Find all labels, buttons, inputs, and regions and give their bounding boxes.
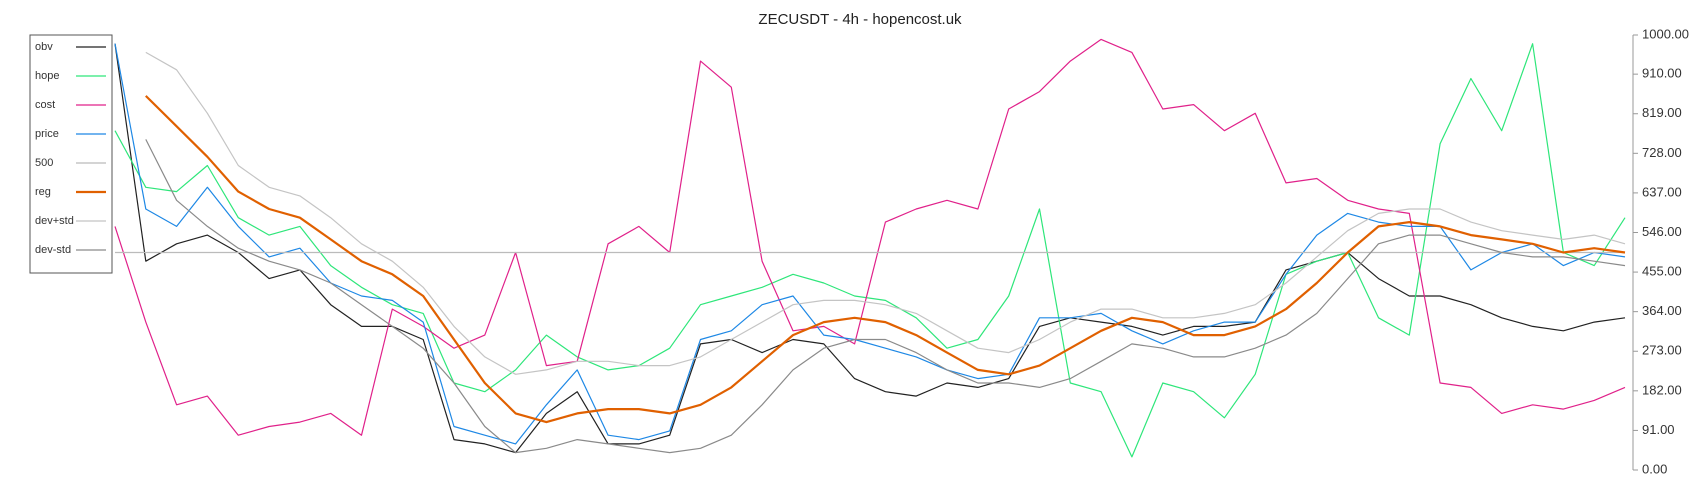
series-line	[145, 95, 1626, 424]
legend-box	[29, 34, 113, 274]
legend: obv hope cost price 500 reg dev+std dev-std	[29, 34, 113, 274]
series-line	[114, 43, 1626, 458]
y-tick-label: 455.00	[1642, 264, 1682, 279]
series-line	[114, 38, 1626, 436]
y-tick-label: 182.00	[1642, 382, 1682, 397]
y-tick-label: 273.00	[1642, 343, 1682, 358]
y-tick-label: 1000.00	[1642, 26, 1689, 41]
chart-title: ZECUSDT - 4h - hopencost.uk	[758, 11, 962, 28]
legend-label: dev+std	[35, 215, 74, 227]
y-tick-label: 728.00	[1642, 145, 1682, 160]
legend-label: reg	[35, 186, 51, 198]
legend-label: cost	[35, 99, 55, 111]
y-tick-label: 91.00	[1642, 422, 1675, 437]
legend-label: 500	[35, 157, 53, 169]
legend-label: obv	[35, 41, 53, 53]
series-line	[114, 43, 1626, 454]
y-tick-label: 546.00	[1642, 224, 1682, 239]
y-tick-label: 637.00	[1642, 184, 1682, 199]
series-line	[114, 43, 1626, 445]
legend-label: hope	[35, 70, 59, 82]
y-tick-label: 364.00	[1642, 303, 1682, 318]
series-line	[145, 51, 1626, 375]
series-line	[145, 139, 1626, 454]
y-tick-label: 819.00	[1642, 105, 1682, 120]
legend-label: dev-std	[35, 244, 71, 256]
legend-label: price	[35, 128, 59, 140]
y-tick-label: 0.00	[1642, 461, 1667, 476]
y-tick-label: 910.00	[1642, 66, 1682, 81]
